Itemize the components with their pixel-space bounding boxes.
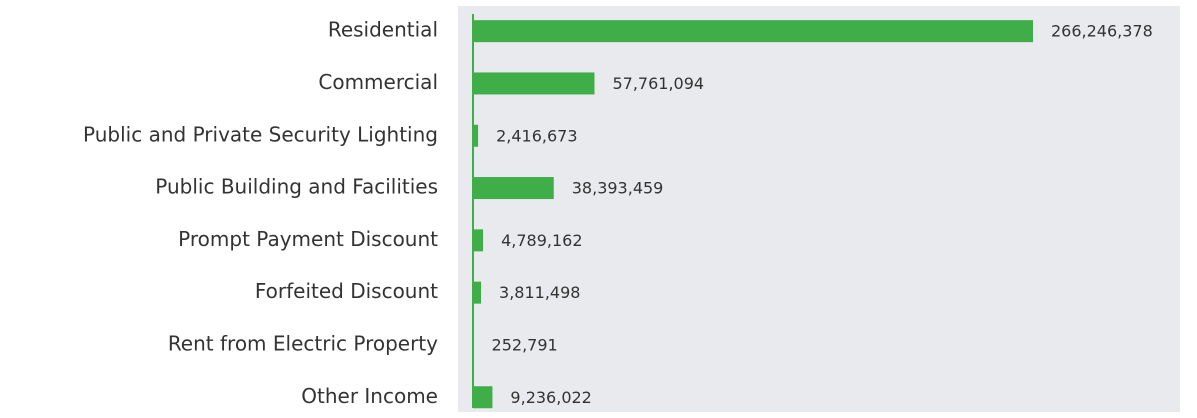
category-label: Other Income bbox=[301, 384, 438, 408]
bar bbox=[473, 20, 1034, 43]
bar bbox=[473, 281, 482, 304]
plot-background bbox=[458, 6, 1180, 412]
category-label: Public and Private Security Lighting bbox=[83, 122, 438, 146]
value-label: 9,236,022 bbox=[510, 388, 591, 407]
value-label: 57,761,094 bbox=[612, 74, 704, 93]
bar bbox=[473, 72, 595, 95]
bar bbox=[473, 229, 484, 252]
category-label: Commercial bbox=[318, 70, 438, 94]
category-label: Prompt Payment Discount bbox=[178, 227, 438, 251]
bar bbox=[473, 177, 554, 200]
value-label: 3,811,498 bbox=[499, 283, 580, 302]
category-label: Residential bbox=[328, 18, 438, 42]
category-label: Public Building and Facilities bbox=[155, 175, 438, 199]
value-label: 38,393,459 bbox=[572, 179, 664, 198]
category-label: Forfeited Discount bbox=[255, 279, 438, 303]
value-label: 4,789,162 bbox=[501, 231, 582, 250]
bar bbox=[473, 386, 493, 409]
category-label: Rent from Electric Property bbox=[168, 331, 438, 355]
bar bbox=[473, 124, 479, 147]
value-label: 266,246,378 bbox=[1051, 22, 1153, 41]
value-label: 252,791 bbox=[492, 335, 558, 354]
value-label: 2,416,673 bbox=[496, 126, 577, 145]
